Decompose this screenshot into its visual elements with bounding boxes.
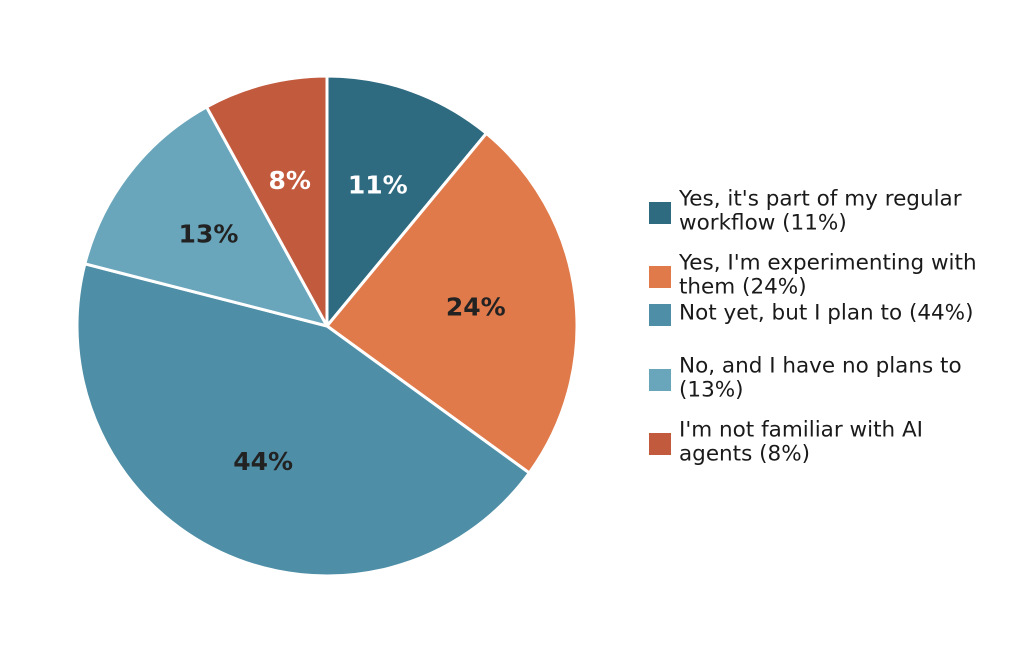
legend-swatch <box>649 433 671 455</box>
pie-slice-8-4 <box>205 74 329 328</box>
legend-label-line: agents (8%) <box>679 442 810 467</box>
pie-percent-label: 8% <box>268 166 310 195</box>
legend-label-line: workflow (11%) <box>679 211 847 236</box>
legend-item: No, and I have no plans to(13%) <box>649 354 962 403</box>
legend-swatch <box>649 304 671 326</box>
legend-label-line: No, and I have no plans to <box>679 354 962 379</box>
pie-slice-13-3 <box>83 105 329 328</box>
pie-slice-11-0 <box>325 74 488 328</box>
legend-label-line: Yes, I'm experimenting with <box>678 251 977 276</box>
pie-slice-44-2 <box>75 262 531 578</box>
pie-slice-24-1 <box>325 131 579 475</box>
legend-swatch <box>649 202 671 224</box>
legend-swatch <box>649 266 671 288</box>
legend-label-line: (13%) <box>679 378 744 403</box>
pie-slices <box>75 74 579 578</box>
pie-percent-label: 11% <box>348 170 408 199</box>
pie-percent-labels: 11% 24% 44% 13% 8% <box>179 166 506 476</box>
legend-label-line: Yes, it's part of my regular <box>678 187 962 212</box>
pie-percent-label: 13% <box>179 220 239 249</box>
legend-label-line: Not yet, but I plan to (44%) <box>679 301 974 326</box>
pie-percent-label: 24% <box>446 293 506 322</box>
pie-percent-label: 44% <box>233 447 293 476</box>
legend-label-line: them (24%) <box>679 275 807 300</box>
legend-label-line: I'm not familiar with AI <box>679 418 923 443</box>
legend-swatch <box>649 369 671 391</box>
legend-item: Not yet, but I plan to (44%) <box>649 301 974 326</box>
